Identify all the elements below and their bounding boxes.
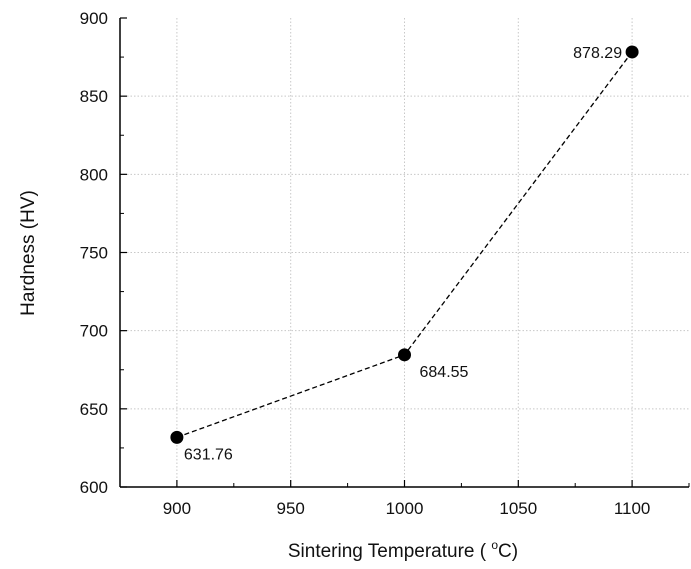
y-tick-label: 650 xyxy=(80,400,108,419)
y-tick-label: 700 xyxy=(80,322,108,341)
y-axis-title: Hardness (HV) xyxy=(18,190,39,316)
data-series xyxy=(170,45,639,444)
y-tick-label: 750 xyxy=(80,244,108,263)
y-tick-label: 850 xyxy=(80,87,108,106)
degree-symbol: o xyxy=(491,538,498,552)
x-axis-title-unit: C) xyxy=(498,541,518,562)
grid-lines xyxy=(120,18,689,487)
x-axis-title: Sintering Temperature ( oC) xyxy=(288,538,518,562)
data-label: 878.29 xyxy=(573,45,622,62)
x-tick-label: 950 xyxy=(277,499,305,518)
data-labels: 631.76 684.55 878.29 xyxy=(184,45,622,463)
data-point xyxy=(398,348,411,362)
data-label: 684.55 xyxy=(420,364,469,381)
y-tick-label: 900 xyxy=(80,9,108,28)
x-tick-label: 1050 xyxy=(499,499,537,518)
x-tick-label: 1000 xyxy=(386,499,424,518)
x-tick-label: 1100 xyxy=(614,499,651,518)
data-point xyxy=(625,45,639,59)
y-tick-label: 800 xyxy=(80,165,108,184)
tick-labels: 900 950 1000 1050 1100 600 650 700 750 800 850 900 xyxy=(80,9,651,518)
x-axis-title-text: Sintering Temperature ( xyxy=(288,541,491,562)
x-tick-label: 900 xyxy=(163,499,191,518)
tick-marks xyxy=(119,17,690,488)
y-tick-label: 600 xyxy=(80,478,108,497)
data-label: 631.76 xyxy=(184,446,233,463)
data-point xyxy=(170,430,184,444)
